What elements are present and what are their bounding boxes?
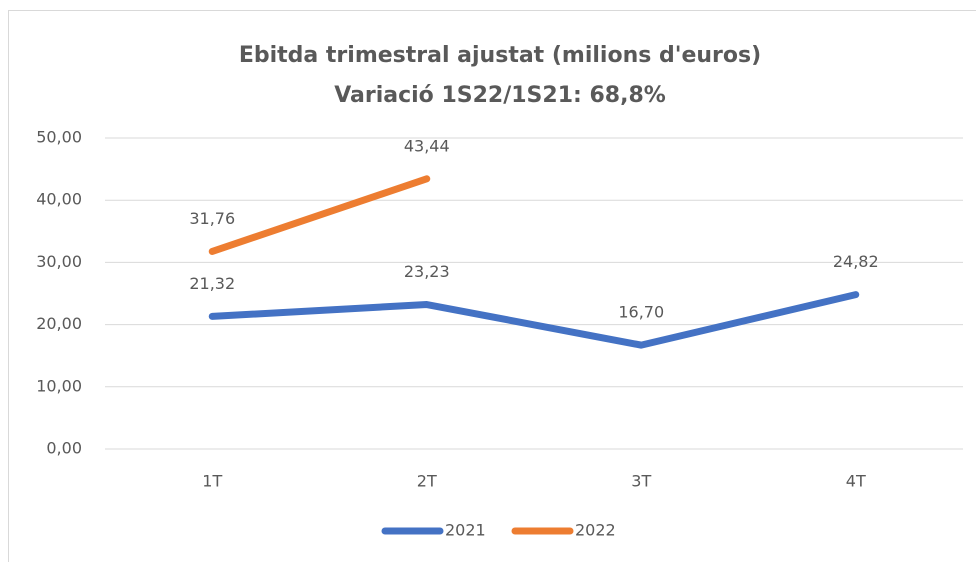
data-label: 31,76	[189, 209, 235, 228]
legend-label: 2022	[575, 521, 616, 540]
data-label: 23,23	[404, 262, 450, 281]
x-tick-label: 3T	[631, 472, 651, 491]
legend-label: 2021	[445, 521, 486, 540]
x-tick-label: 4T	[846, 472, 866, 491]
x-tick-label: 2T	[417, 472, 437, 491]
chart-subtitle: Variació 1S22/1S21: 68,8%	[334, 83, 666, 108]
series-line	[212, 295, 856, 346]
x-tick-label: 1T	[202, 472, 222, 491]
data-label: 24,82	[833, 252, 879, 271]
y-tick-label: 10,00	[36, 376, 82, 395]
y-tick-label: 0,00	[46, 439, 82, 458]
data-label: 21,32	[189, 274, 235, 293]
y-tick-label: 30,00	[36, 252, 82, 271]
data-label: 16,70	[618, 303, 664, 322]
data-label: 43,44	[404, 136, 450, 155]
chart-title: Ebitda trimestral ajustat (milions d'eur…	[239, 43, 761, 68]
y-tick-label: 20,00	[36, 314, 82, 333]
series-line	[212, 179, 427, 252]
y-tick-label: 50,00	[36, 128, 82, 147]
y-tick-label: 40,00	[36, 190, 82, 209]
